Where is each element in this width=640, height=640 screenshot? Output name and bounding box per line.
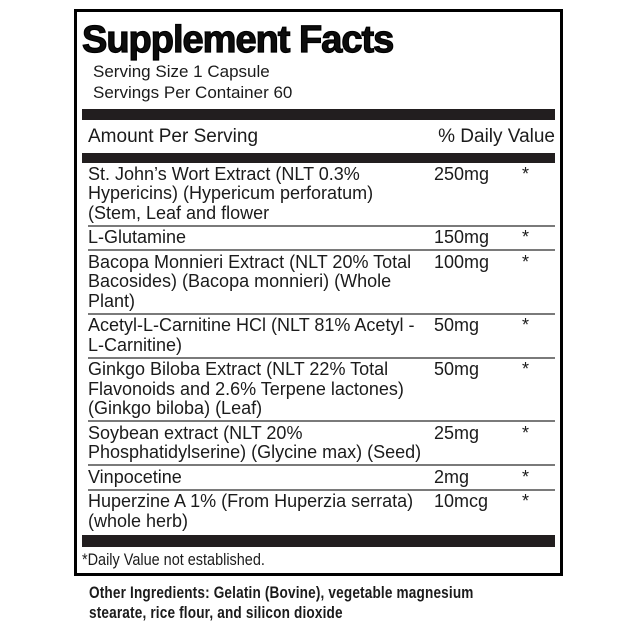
ingredient-row-st-johns-wort: St. John’s Wort Extract (NLT 0.3% Hyperi… <box>88 163 555 225</box>
ingredient-amount: 25mg <box>434 422 480 443</box>
ingredient-name: Soybean extract (NLT 20% Phosphatidylser… <box>88 422 422 462</box>
ingredient-row-acetyl-l-carnitine: Acetyl-L-Carnitine HCl (NLT 81% Acetyl -… <box>88 312 555 357</box>
ingredient-amount: 10mcg <box>434 491 489 511</box>
ingredient-amount: 250mg <box>434 163 490 184</box>
divider-bar-top <box>82 109 555 120</box>
panel-title: Supplement Facts <box>81 18 394 61</box>
column-header-row: Amount Per Serving % Daily Value <box>88 120 555 153</box>
ingredient-name: Huperzine A 1% (From Huperzia serrata) (… <box>88 491 414 531</box>
ingredient-name: Acetyl-L-Carnitine HCl (NLT 81% Acetyl -… <box>88 315 415 355</box>
daily-value-footnote: *Daily Value not established. <box>82 549 265 569</box>
amount-per-serving-header: Amount Per Serving <box>88 126 259 147</box>
ingredient-row-bacopa-monnieri: Bacopa Monnieri Extract (NLT 20% Total B… <box>88 249 555 313</box>
serving-size-text: Serving Size 1 Capsule <box>93 62 270 81</box>
ingredient-daily-value: * <box>522 491 530 511</box>
ingredient-daily-value: * <box>522 359 530 379</box>
ingredient-row-ginkgo-biloba: Ginkgo Biloba Extract (NLT 22% Total Fla… <box>88 356 555 421</box>
ingredient-amount: 150mg <box>434 227 490 247</box>
ingredient-table: St. John’s Wort Extract (NLT 0.3% Hyperi… <box>88 163 555 533</box>
ingredient-daily-value: * <box>522 227 530 247</box>
supplement-facts-panel: Supplement Facts Serving Size 1 Capsule … <box>74 9 563 576</box>
ingredient-amount: 2mg <box>434 466 470 487</box>
ingredient-row-soybean-extract: Soybean extract (NLT 20% Phosphatidylser… <box>88 420 555 464</box>
ingredient-name: Bacopa Monnieri Extract (NLT 20% Total B… <box>88 251 412 311</box>
other-ingredients-text: Other Ingredients: Gelatin (Bovine), veg… <box>89 583 474 622</box>
ingredient-daily-value: * <box>522 163 530 184</box>
ingredient-row-vinpocetine: Vinpocetine 2mg * <box>88 464 555 489</box>
daily-value-header: % Daily Value <box>438 126 555 147</box>
servings-per-container-text: Servings Per Container 60 <box>93 82 293 102</box>
ingredient-amount: 100mg <box>434 251 490 272</box>
ingredient-row-huperzine-a: Huperzine A 1% (From Huperzia serrata) (… <box>88 488 555 533</box>
divider-bar-bottom <box>82 534 555 547</box>
ingredient-name: L-Glutamine <box>88 227 187 247</box>
ingredient-amount: 50mg <box>434 359 480 379</box>
ingredient-daily-value: * <box>522 315 530 335</box>
ingredient-daily-value: * <box>522 422 530 443</box>
ingredient-row-l-glutamine: L-Glutamine 150mg * <box>88 224 555 250</box>
ingredient-daily-value: * <box>522 251 530 272</box>
ingredient-name: Ginkgo Biloba Extract (NLT 22% Total Fla… <box>88 359 404 418</box>
ingredient-name: St. John’s Wort Extract (NLT 0.3% Hyperi… <box>88 163 374 223</box>
divider-bar-header <box>82 153 555 163</box>
ingredient-amount: 50mg <box>434 315 480 335</box>
ingredient-name: Vinpocetine <box>88 466 182 487</box>
ingredient-daily-value: * <box>522 466 530 487</box>
